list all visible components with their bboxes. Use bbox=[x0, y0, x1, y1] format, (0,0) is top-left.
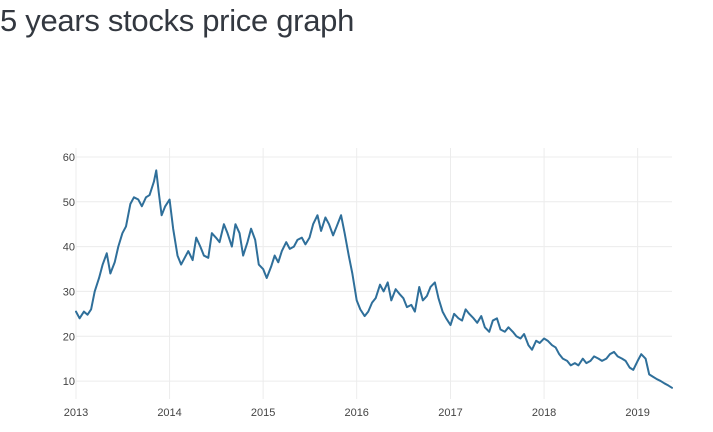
grid-lines bbox=[75, 148, 672, 399]
y-tick-label-20: 20 bbox=[63, 331, 75, 343]
x-tick-label-2013: 2013 bbox=[64, 407, 88, 419]
x-tick-label-2014: 2014 bbox=[157, 407, 181, 419]
y-tick-label-30: 30 bbox=[63, 286, 75, 298]
page-title: 5 years stocks price graph bbox=[0, 3, 355, 38]
y-tick-label-60: 60 bbox=[63, 152, 75, 164]
y-tick-label-10: 10 bbox=[63, 376, 75, 388]
x-tick-label-2019: 2019 bbox=[625, 407, 649, 419]
x-tick-label-2017: 2017 bbox=[438, 407, 462, 419]
x-tick-labels: 2013 2014 2015 2016 2017 2018 2019 bbox=[64, 407, 650, 419]
x-tick-label-2015: 2015 bbox=[251, 407, 275, 419]
y-tick-label-40: 40 bbox=[63, 242, 75, 254]
x-tick-label-2016: 2016 bbox=[344, 407, 368, 419]
plot-area bbox=[75, 169, 673, 389]
x-tick-label-2018: 2018 bbox=[532, 407, 556, 419]
price-line bbox=[75, 169, 673, 389]
y-tick-labels: 10 20 30 40 50 60 bbox=[63, 152, 75, 388]
y-tick-label-50: 50 bbox=[63, 197, 75, 209]
